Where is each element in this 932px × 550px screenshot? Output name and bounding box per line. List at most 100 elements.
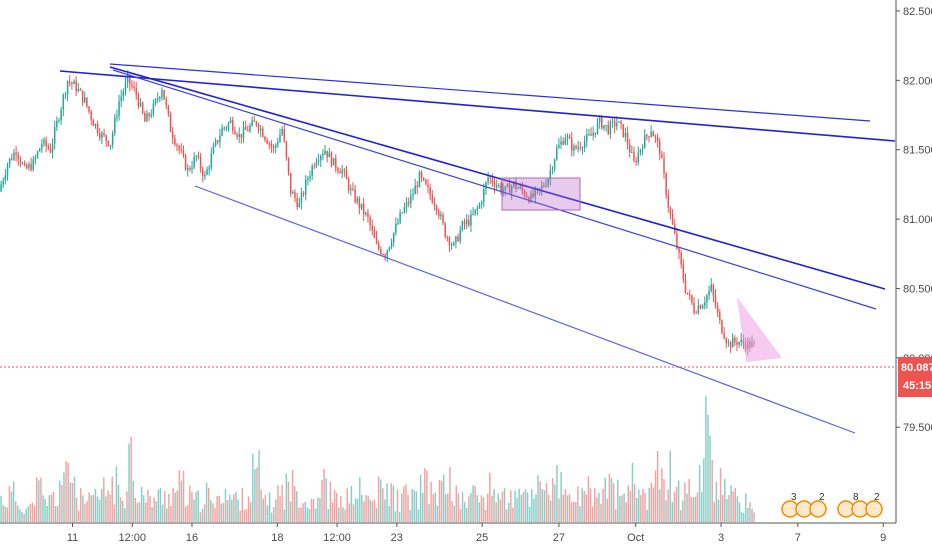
volume-bar xyxy=(398,511,401,522)
candle-body xyxy=(281,128,283,135)
volume-bar xyxy=(430,481,432,522)
volume-bar xyxy=(289,501,292,522)
volume-bar xyxy=(539,481,541,522)
candle-body xyxy=(294,192,296,199)
candle-body xyxy=(377,243,380,249)
candle-body xyxy=(144,113,146,122)
candle-body xyxy=(592,132,594,136)
candle-body xyxy=(667,195,670,208)
volume-bar xyxy=(753,512,755,522)
candle-body xyxy=(731,337,734,348)
candle-body xyxy=(223,127,225,129)
time-axis[interactable]: 11 12:00 16 18 12:00 23 25 27 Oct 3 7 9 xyxy=(0,522,896,544)
candle-body xyxy=(564,138,567,145)
volume-bar xyxy=(29,503,32,522)
candle-body xyxy=(17,154,19,160)
volume-bar xyxy=(380,479,382,522)
candle-body xyxy=(354,189,356,202)
channel-top-line[interactable] xyxy=(109,66,886,290)
consolidation-box[interactable] xyxy=(501,177,581,211)
candle-body xyxy=(586,134,588,142)
candle-body xyxy=(43,139,45,144)
volume-bar xyxy=(499,499,502,522)
price-axis[interactable]: 82.50082.00081.50081.00080.50080.00079.5… xyxy=(895,0,932,523)
volume-bar xyxy=(323,469,325,522)
volume-bar xyxy=(703,458,705,522)
volume-bar xyxy=(596,497,598,522)
candle-body xyxy=(631,151,633,153)
volume-bar xyxy=(533,498,535,522)
candle-body xyxy=(214,140,217,146)
candle-body xyxy=(111,133,114,145)
volume-bar xyxy=(698,465,701,522)
candle-body xyxy=(699,305,702,309)
volume-bar xyxy=(134,497,137,522)
candle-body xyxy=(671,214,674,225)
candle-body xyxy=(107,140,110,146)
volume-bar xyxy=(12,481,15,522)
candle-body xyxy=(727,342,730,344)
candle-body xyxy=(736,342,738,345)
volume-bar xyxy=(570,502,573,522)
volume-bar xyxy=(726,499,728,522)
candle-body xyxy=(620,121,622,125)
volume-bar xyxy=(719,468,722,522)
badge-circle-right xyxy=(865,500,883,518)
candle-body xyxy=(319,155,322,161)
candle-body xyxy=(613,120,616,127)
candle-body xyxy=(296,198,298,208)
volume-bar xyxy=(363,501,365,522)
volume-bar xyxy=(321,479,323,522)
volume-bar xyxy=(665,500,667,522)
volume-bar xyxy=(107,490,109,522)
volume-bar xyxy=(656,450,659,522)
volume-bar xyxy=(453,505,455,522)
resistance-line-main[interactable] xyxy=(59,70,896,142)
candle-body xyxy=(566,136,569,139)
volume-bar xyxy=(48,495,51,522)
y-tick-label: 82.000 xyxy=(903,75,932,87)
event-badges[interactable]: 3 2 8 2 xyxy=(781,492,883,518)
candle-body xyxy=(450,244,453,246)
volume-bar xyxy=(581,487,583,522)
volume-bar xyxy=(734,487,737,522)
candle-body xyxy=(266,139,268,144)
candle-body xyxy=(6,164,9,176)
event-badge-1[interactable]: 3 2 xyxy=(781,492,827,518)
volume-bar xyxy=(390,483,392,522)
volume-bar xyxy=(153,497,155,522)
volume-bar xyxy=(474,486,476,522)
candle-body xyxy=(684,279,687,293)
candle-body xyxy=(719,312,721,321)
channel-mid-line[interactable] xyxy=(112,69,877,310)
volume-bar xyxy=(684,482,686,522)
channel-bottom-line[interactable] xyxy=(194,185,856,434)
volume-bar xyxy=(191,491,193,522)
candle-body xyxy=(114,117,116,134)
candle-body xyxy=(654,136,657,138)
candle-body xyxy=(64,94,67,96)
pennant-triangle[interactable] xyxy=(737,297,782,362)
volume-bar xyxy=(249,502,252,522)
volume-bar xyxy=(180,480,183,522)
event-badge-2[interactable]: 8 2 xyxy=(837,492,883,518)
resistance-line-upper[interactable] xyxy=(109,63,871,122)
candle-body xyxy=(380,248,382,255)
volume-bar xyxy=(438,479,441,522)
volume-bar xyxy=(543,490,546,522)
current-price-tag xyxy=(898,357,932,397)
volume-bar xyxy=(713,501,716,522)
candle-layer xyxy=(0,70,755,356)
candle-body xyxy=(637,152,640,163)
candle-body xyxy=(249,125,251,132)
volume-bar xyxy=(80,488,82,522)
volume-bar xyxy=(157,489,160,522)
candle-body xyxy=(244,126,247,130)
candle-body xyxy=(386,250,389,258)
candle-body xyxy=(410,195,412,204)
volume-bar xyxy=(115,466,118,522)
candle-body xyxy=(94,124,97,126)
volume-bar xyxy=(233,494,235,522)
volume-bar xyxy=(241,488,244,522)
